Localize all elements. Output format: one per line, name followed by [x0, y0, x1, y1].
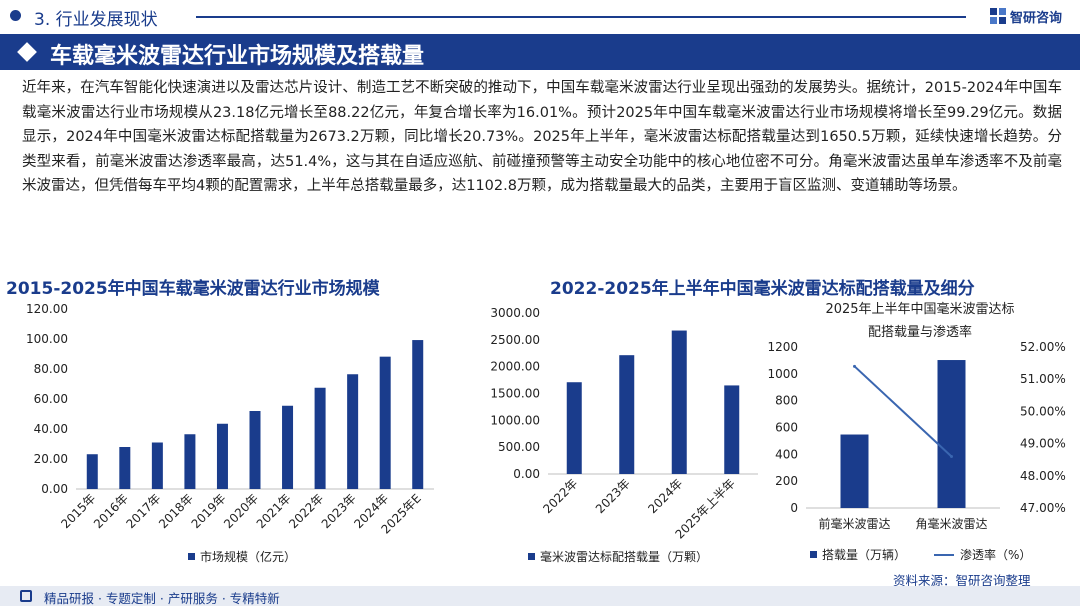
brand-logo: 智研咨询	[990, 5, 1062, 27]
market-size-y-tick-label: 80.00	[34, 362, 68, 376]
market-size-y-tick-label: 40.00	[34, 422, 68, 436]
penetration-left-y-tick-label: 1000	[767, 367, 798, 381]
penetration-left-y-tick-label: 400	[775, 447, 798, 461]
radar-volume-bar	[724, 385, 740, 474]
penetration-x-tick-label: 前毫米波雷达	[818, 516, 890, 531]
penetration-rate-point	[950, 454, 953, 458]
section-divider	[196, 16, 966, 18]
title-banner: 车载毫米波雷达行业市场规模及搭载量	[0, 34, 1080, 70]
market-size-bar	[412, 340, 424, 489]
market-size-bar	[86, 454, 98, 489]
market-size-x-tick-label: 2020年	[221, 491, 261, 531]
market-size-bar	[216, 423, 228, 489]
logo-text: 智研咨询	[1010, 10, 1063, 26]
section-bullet-icon	[10, 10, 21, 21]
market-size-x-tick-label: 2015年	[58, 491, 98, 531]
market-size-y-tick-label: 120.00	[26, 302, 68, 316]
market-size-bar	[314, 387, 326, 489]
penetration-right-y-tick-label: 49.00%	[1020, 437, 1066, 451]
radar-volume-bar	[619, 355, 635, 474]
market-size-x-tick-label: 2016年	[91, 491, 131, 531]
penetration-right-y-tick-label: 51.00%	[1020, 372, 1066, 386]
penetration-bar	[937, 360, 966, 508]
section-title: 3. 行业发展现状	[34, 10, 158, 30]
market-size-y-tick-label: 60.00	[34, 392, 68, 406]
source-note: 资料来源：智研咨询整理	[893, 573, 1031, 588]
penetration-legend-line-label: 渗透率（%）	[960, 547, 1031, 562]
market-size-bar	[249, 411, 261, 489]
penetration-left-y-tick-label: 1200	[767, 340, 798, 354]
radar-volume-y-tick-label: 2500.00	[490, 333, 540, 347]
radar-volume-y-tick-label: 500.00	[498, 440, 540, 454]
penetration-legend-bar-label: 搭载量（万辆）	[822, 548, 906, 562]
market-size-x-tick-label: 2018年	[156, 491, 196, 531]
radar-volume-bar	[671, 330, 687, 474]
radar-volume-legend-swatch	[528, 553, 535, 560]
penetration-x-tick-label: 角毫米波雷达	[915, 516, 987, 531]
radar-volume-y-tick-label: 3000.00	[490, 306, 540, 320]
penetration-chart-title-line: 配搭载量与渗透率	[868, 324, 972, 340]
market-size-x-tick-label: 2023年	[319, 491, 359, 531]
radar-volume-bar	[566, 382, 582, 474]
radar-volume-x-tick-label: 2023年	[593, 476, 633, 516]
market-size-legend-swatch	[188, 553, 195, 560]
radar-volume-legend-label: 毫米波雷达标配搭载量（万颗）	[540, 549, 708, 564]
penetration-left-y-tick-label: 0	[790, 501, 798, 515]
banner-title: 车载毫米波雷达行业市场规模及搭载量	[50, 44, 425, 69]
penetration-right-y-tick-label: 47.00%	[1020, 501, 1066, 515]
market-size-x-tick-label: 2022年	[286, 491, 326, 531]
penetration-rate-line	[853, 365, 953, 458]
radar-volume-y-tick-label: 1500.00	[490, 387, 540, 401]
footer-bar: 精品研报 · 专题定制 · 产研服务 · 专精特新	[0, 586, 1080, 606]
penetration-right-y-tick-label: 50.00%	[1020, 404, 1066, 418]
penetration-right-y-tick-label: 52.00%	[1020, 340, 1066, 354]
intro-paragraph: 近年来，在汽车智能化快速演进以及雷达芯片设计、制造工艺不断突破的推动下，中国车载…	[22, 80, 1062, 194]
market-size-y-tick-label: 20.00	[34, 452, 68, 466]
penetration-right-y-tick-label: 48.00%	[1020, 469, 1066, 483]
radar-volume-y-tick-label: 0.00	[513, 467, 540, 481]
penetration-left-y-tick-label: 800	[775, 394, 798, 408]
market-size-y-tick-label: 100.00	[26, 332, 68, 346]
market-size-bar	[151, 442, 163, 489]
penetration-left-y-tick-label: 200	[775, 474, 798, 488]
radar-volume-y-tick-label: 1000.00	[490, 413, 540, 427]
penetration-left-y-tick-label: 600	[775, 421, 798, 435]
penetration-rate-point	[853, 364, 856, 368]
market-size-x-tick-label: 2021年	[254, 491, 294, 531]
radar-volume-x-tick-label: 2022年	[540, 476, 580, 516]
market-size-x-tick-label: 2019年	[189, 491, 229, 531]
market-size-bar	[119, 447, 131, 489]
penetration-chart-title-line: 2025年上半年中国毫米波雷达标	[825, 301, 1014, 317]
market-size-x-tick-label: 2017年	[124, 491, 164, 531]
section-header: 3. 行业发展现状 智研咨询	[0, 0, 1080, 34]
logo-icon	[990, 8, 1006, 24]
penetration-bar	[840, 434, 869, 508]
right-chart-title: 2022-2025年上半年中国毫米波雷达标配搭载量及细分	[550, 279, 975, 299]
market-size-bar	[379, 356, 391, 489]
market-size-bar	[184, 434, 196, 489]
market-size-legend-label: 市场规模（亿元）	[200, 549, 296, 564]
footer-text: 精品研报 · 专题定制 · 产研服务 · 专精特新	[44, 591, 280, 606]
left-chart-title: 2015-2025年中国车载毫米波雷达行业市场规模	[6, 279, 380, 299]
footer-icon	[20, 590, 32, 602]
market-size-bar	[347, 374, 359, 489]
market-size-bar	[282, 405, 294, 489]
penetration-legend-bar-swatch	[810, 551, 817, 558]
radar-volume-y-tick-label: 2000.00	[490, 360, 540, 374]
market-size-y-tick-label: 0.00	[41, 482, 68, 496]
radar-volume-x-tick-label: 2024年	[645, 476, 685, 516]
